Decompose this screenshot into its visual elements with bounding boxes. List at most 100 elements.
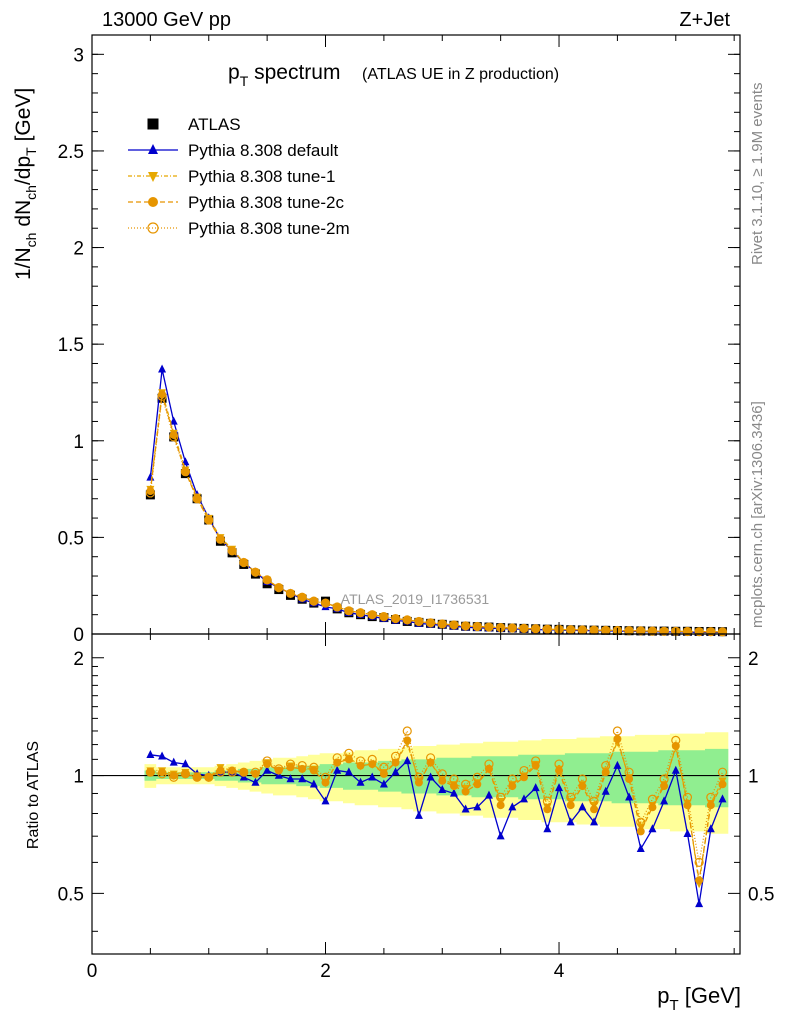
ratio-series-pythia-8-308-tune-2c-point — [438, 776, 447, 785]
ratio-series-pythia-8-308-default-point — [473, 802, 482, 811]
ratio-series-pythia-8-308-default-point — [321, 796, 330, 805]
legend: ATLAS Pythia 8.308 default Pythia 8.308 tu… — [128, 115, 350, 238]
ratio-series-pythia-8-308-default-point — [520, 794, 528, 803]
ratio-series-pythia-8-308-tune-2m-point — [414, 772, 424, 782]
ratio-plot-frame — [91, 633, 741, 955]
ratio-series-pythia-8-308-default-point — [251, 777, 260, 786]
ratio-series-pythia-8-308-tune-2m-point — [437, 769, 447, 779]
ratio-series-pythia-8-308-tune-2c-point — [508, 782, 517, 791]
rivet-label: Rivet 3.1.10, ≥ 1.9M events — [749, 83, 766, 266]
ratio-series-pythia-8-308-tune-2m-point — [589, 796, 599, 806]
main-series-pythia-8-308-default-point — [169, 416, 178, 425]
main-series-pythia-8-308-tune-2m-point — [262, 575, 272, 585]
main-series-pythia-8-308-tune-2c-point — [286, 589, 295, 598]
ratio-series-pythia-8-308-tune-2c-point — [520, 773, 528, 782]
ratio-series-pythia-8-308-tune-2c-point — [625, 774, 634, 783]
main-series-pythia-8-308-tune-2m-point — [344, 606, 354, 616]
ratio-series-pythia-8-308-tune-2m-point — [227, 767, 237, 777]
ratio-ytick-label: 0.5 — [58, 884, 84, 905]
main-series-pythia-8-308-tune-2m-point — [367, 610, 377, 620]
main-series-pythia-8-308-tune-2m-point — [145, 488, 155, 498]
main-series-pythia-8-308-tune-2m-point — [169, 432, 179, 442]
ratio-series-pythia-8-308-tune-2c-point — [636, 827, 645, 836]
ratio-series-pythia-8-308-default-point — [263, 765, 272, 774]
ratio-series-pythia-8-308-default-point — [706, 824, 715, 833]
ratio-series-pythia-8-308-tune-2m-point — [659, 774, 669, 784]
main-series-pythia-8-308-tune-2m-point — [682, 626, 693, 637]
main-series-pythia-8-308-tune-2m-point — [309, 596, 319, 606]
legend-entry-pythia-8-308-tune-2c: Pythia 8.308 tune-2c — [128, 193, 344, 212]
ratio-series-pythia-8-308-default-point — [648, 824, 657, 833]
ratio-series-pythia-8-308-tune-2m-point — [694, 857, 704, 867]
ratio-series-pythia-8-308-tune-2m-point — [169, 772, 179, 782]
ratio-series-pythia-8-308-tune-2m-point — [717, 767, 728, 777]
main-series-pythia-8-308-tune-2c-point — [426, 618, 435, 627]
ratio-series-pythia-8-308-default-point — [298, 774, 307, 783]
ratio-series-pythia-8-308-tune-2m-point — [519, 765, 529, 776]
ratio-series-pythia-8-308-tune-2m-point — [612, 726, 623, 736]
ratio-series-pythia-8-308-tune-2m-point — [390, 751, 401, 761]
ratio-series-pythia-8-308-default-point — [625, 792, 634, 801]
ratio-series-pythia-8-308-default-point — [484, 790, 493, 799]
main-series-pythia-8-308-tune-2m-point — [355, 608, 366, 618]
ratio-xtick-label: 2 — [320, 961, 331, 982]
main-series-pythia-8-308-tune-2c-point — [193, 494, 202, 503]
ratio-series-pythia-8-308-default-point — [438, 784, 447, 793]
ratio-series-pythia-8-308-tune-2c-point — [613, 735, 622, 744]
main-series-pythia-8-308-tune-2m-point — [285, 588, 296, 599]
ratio-series-pythia-8-308-default-point — [683, 828, 692, 837]
ratio-series-pythia-8-308-tune-2c-point — [333, 758, 342, 767]
ratio-series-pythia-8-308-tune-2m-point — [636, 817, 646, 827]
main-series-pythia-8-308-tune-2m-point — [624, 626, 634, 636]
main-series-pythia-8-308-tune-2m-point — [472, 621, 482, 632]
legend-entry-pythia-8-308-default-label: Pythia 8.308 default — [188, 141, 339, 160]
main-series-pythia-8-308-tune-2c-point — [228, 546, 237, 555]
ratio-series-pythia-8-308-tune-2c-point — [391, 758, 400, 767]
main-series-pythia-8-308-tune-2c-point — [531, 624, 540, 633]
energy-label: 13000 GeV pp — [102, 9, 231, 31]
ratio-series-pythia-8-308-default-point — [636, 843, 645, 852]
legend-entry-pythia-8-308-tune-1-label: Pythia 8.308 tune-1 — [188, 167, 335, 186]
ratio-series-pythia-8-308-tune-2m-point — [320, 772, 331, 782]
legend-entry-atlas: ATLAS — [147, 115, 241, 134]
ratio-series-pythia-8-308-tune-2c-point — [286, 763, 295, 772]
main-series-pythia-8-308-tune-2m-point — [402, 615, 412, 625]
main-series-pythia-8-308-tune-2m-point — [507, 623, 517, 633]
ratio-ylabel: Ratio to ATLAS — [25, 741, 42, 849]
plot-title: pT spectrum — [228, 61, 340, 89]
main-series-pythia-8-308-tune-2m-point — [531, 624, 541, 634]
ratio-ytick-label: 2 — [73, 649, 84, 670]
main-series-pythia-8-308-tune-2m-point — [461, 621, 471, 631]
ratio-series-pythia-8-308-default-point — [496, 831, 505, 840]
ratio-series-pythia-8-308-tune-2c-point — [146, 768, 155, 777]
main-series-pythia-8-308-tune-2c-point — [298, 593, 307, 602]
main-series-pythia-8-308-tune-2m-point — [239, 557, 249, 568]
main-series-pythia-8-308-tune-2c-point — [473, 622, 482, 631]
main-series-pythia-8-308-tune-2c-point — [438, 620, 447, 629]
main-series-pythia-8-308-tune-2c-point — [263, 575, 272, 584]
main-series-pythia-8-308-tune-2m-point — [227, 546, 237, 556]
ratio-series-pythia-8-308-default-point — [578, 802, 587, 811]
ratio-series-pythia-8-308-tune-2m-point — [215, 767, 226, 777]
ratio-series-pythia-8-308-tune-2m-point — [157, 769, 167, 779]
main-series-pythia-8-308-tune-2m-point — [484, 622, 494, 632]
ratio-series-pythia-8-308-default-point — [286, 774, 295, 783]
ratio-series-pythia-8-308-tune-2c-point — [298, 764, 307, 773]
ratio-series-pythia-8-308-tune-2m-point — [624, 767, 634, 777]
ratio-series-pythia-8-308-tune-2m-point — [367, 754, 377, 764]
main-series-pythia-8-308-tune-2c-point — [520, 624, 528, 633]
legend-entry-atlas-marker — [147, 118, 159, 130]
ratio-series-pythia-8-308-default-point — [146, 749, 155, 758]
ratio-xlabel: pT [GeV] — [657, 983, 741, 1014]
main-series-pythia-8-308-tune-2c-point — [543, 625, 552, 634]
ratio-stat-band — [144, 748, 729, 808]
legend-entry-pythia-8-308-tune-1: Pythia 8.308 tune-1 — [128, 167, 335, 186]
ratio-series-pythia-8-308-tune-2m-point — [274, 764, 284, 774]
main-series-pythia-8-308-tune-2m-point — [414, 616, 424, 627]
ratio-series-pythia-8-308-default-point — [613, 760, 622, 769]
ratio-xtick-label: 0 — [87, 961, 98, 982]
main-series-pythia-8-308-default-point — [158, 364, 167, 373]
main-series-pythia-8-308-tune-2m-point — [204, 515, 214, 525]
ratio-series-pythia-8-308-default-point — [158, 751, 167, 760]
